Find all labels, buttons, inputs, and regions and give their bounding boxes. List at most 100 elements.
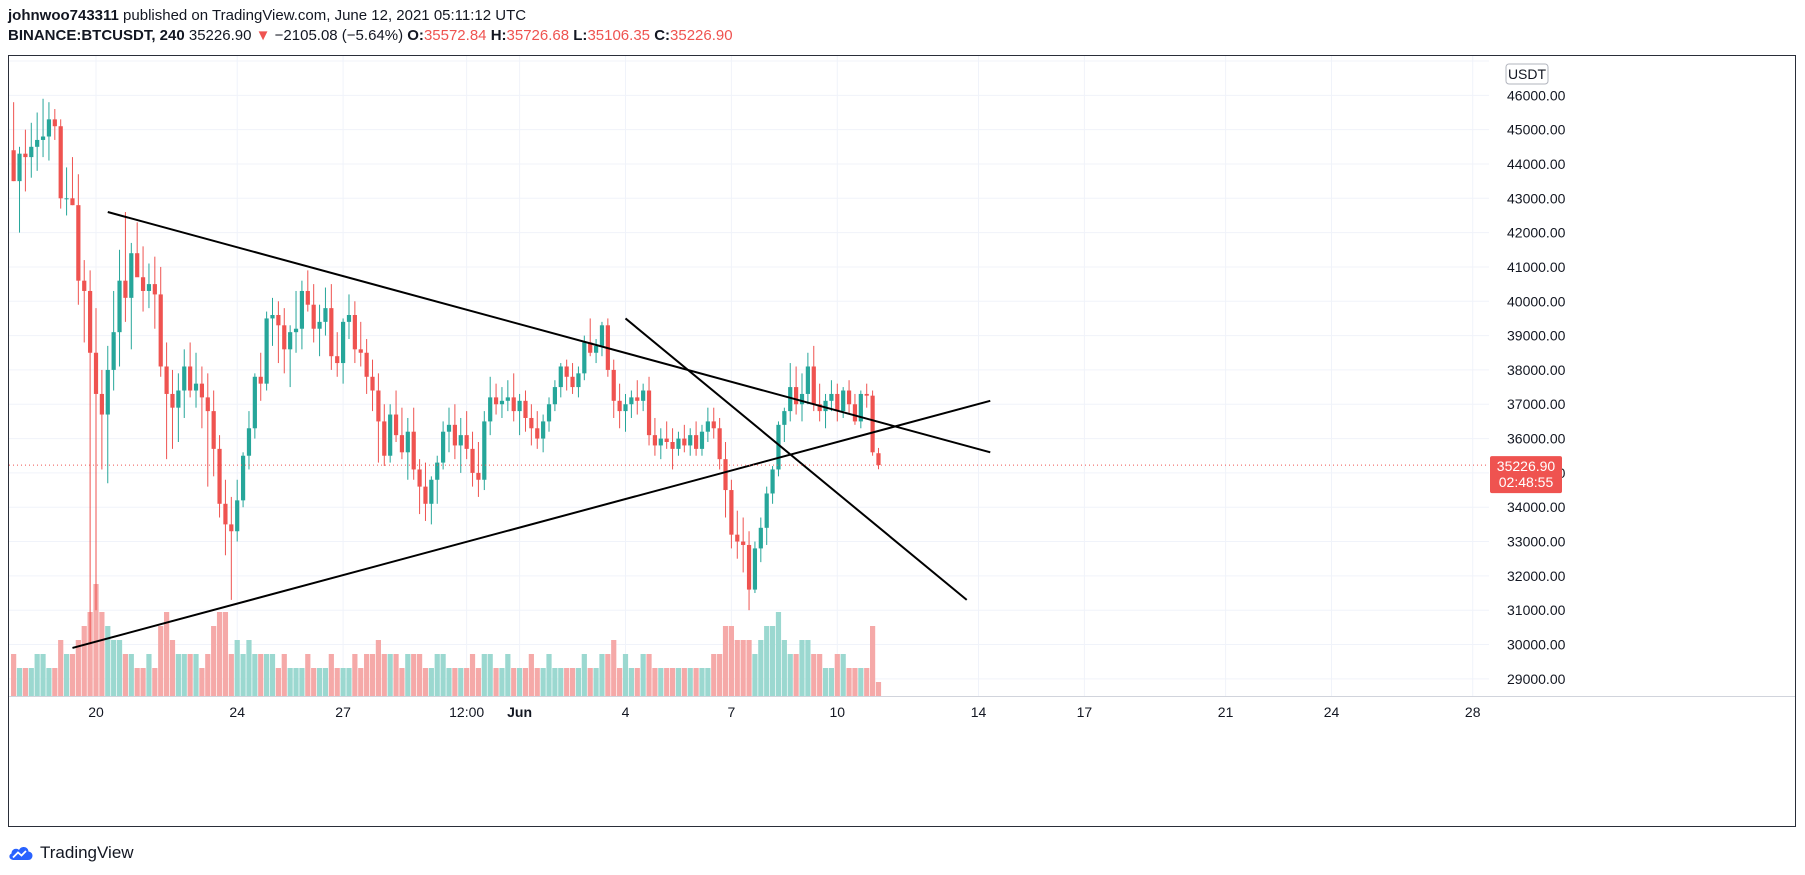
candle-body [240,455,246,501]
candle-body [699,431,705,449]
volume-bar [158,626,164,696]
volume-bar [846,668,852,696]
volume-bar [152,668,158,696]
time-tick-label: 27 [335,704,351,720]
candle-body [529,417,534,429]
volume-bar [617,668,623,696]
candle-body [152,284,157,295]
high-label: H: [490,27,507,44]
open-label: O: [407,27,424,44]
candle-body [841,390,846,412]
volume-bar [211,626,217,696]
volume-bar [840,654,846,696]
volume-bar [817,654,823,696]
volume-bar [722,626,729,696]
volume-bar [146,654,152,696]
volume-bar [746,640,752,696]
author-name[interactable]: johnwoo743311 [8,7,119,24]
volume-bar [446,668,452,696]
candle-body [588,342,593,353]
symbol-label[interactable]: BINANCE:BTCUSDT, 240 [8,27,185,44]
volume-bar [293,668,299,696]
candle-body [135,253,140,278]
volume-bar [599,654,605,696]
volume-bar [199,668,205,696]
candle-body [123,280,128,298]
candle-body [593,345,599,353]
volume-bar [164,612,170,696]
price-tick-label: 36000.00 [1507,431,1566,447]
price-tick-label: 46000.00 [1507,87,1566,103]
candle-body [782,411,787,425]
candle-body [229,524,234,532]
volume-bar [405,654,411,696]
volume-bar [69,654,76,696]
candle-body [329,308,334,357]
volume-bar [711,654,717,696]
candle-body [82,280,87,291]
price-tick-label: 38000.00 [1507,362,1566,378]
candle-body [264,318,269,384]
volume-bar [140,668,146,696]
volume-bar [540,668,546,696]
trendline-steep-descending [624,317,968,601]
volume-bar [546,654,552,696]
volume-bar [258,654,264,696]
volume-bar [640,654,646,696]
candle-body [835,393,840,412]
candle-body [446,424,452,432]
price-chart[interactable]: 29000.00 30000.00 31000.00 32000.00 33000.00… [9,56,1795,826]
price-tick-label: 33000.00 [1507,534,1566,550]
candle-body [846,390,852,405]
candle-body [799,393,805,405]
currency-badge-label[interactable]: USDT [1508,66,1547,82]
candle-body [399,435,405,453]
candle-body [76,205,81,281]
candle-body [158,294,163,367]
volume-bar [369,654,376,696]
price-tick-label: 41000.00 [1507,259,1566,275]
close-value: 35226.90 [670,27,733,44]
footer-brand[interactable]: TradingView [8,841,134,865]
volume-bar [111,640,117,696]
candle-body [717,428,722,460]
candle-body [370,376,375,391]
candle-body [752,548,758,590]
candle-body [317,321,322,329]
candle-body [876,453,881,466]
volume-bar [452,668,458,696]
currency-badge[interactable] [1505,63,1549,85]
candle-body [611,369,616,401]
candle-body [711,421,716,429]
volume-bar [381,654,387,696]
candle-body [864,393,869,396]
candle-body [723,459,728,491]
candle-body [376,390,381,422]
candle-body [764,493,769,528]
candle-body [52,119,57,127]
volume-bar [793,654,799,696]
candle-body [464,435,469,449]
candle-body [641,390,646,401]
volume-bar [87,612,93,696]
candle-body [335,356,340,364]
volume-bar [105,626,111,696]
candle-body [817,404,822,412]
candle-body [664,438,669,442]
time-tick-label: 24 [1324,704,1340,720]
chart-area[interactable]: 29000.00 30000.00 31000.00 32000.00 33000.00… [8,55,1796,827]
candle-body [364,352,369,377]
candle-body [405,431,410,453]
candle-body [11,150,16,182]
candle-body [858,393,863,422]
volume-bar [34,654,40,696]
volume-bar [116,640,123,696]
candle-body [682,438,687,446]
volume-bar [169,640,176,696]
volume-bar [740,640,746,696]
time-tick-label: 12:00 [449,704,484,720]
volume-bar [28,668,34,696]
candle-body [29,146,34,158]
volume-bar [581,654,587,696]
candle-body [46,119,52,137]
